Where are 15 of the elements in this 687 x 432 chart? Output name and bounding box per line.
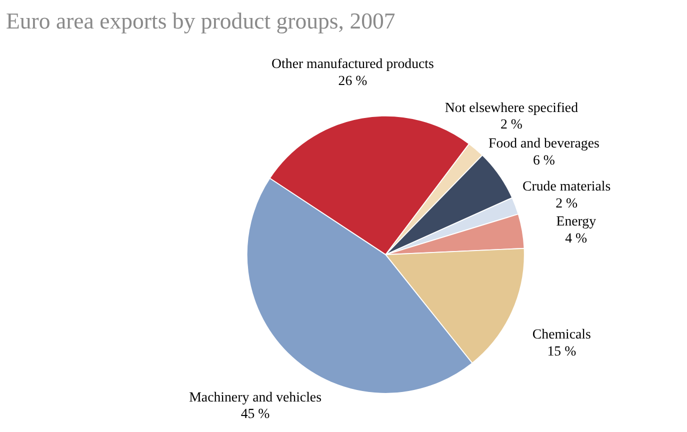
slice-label: Crude materials — [522, 180, 611, 195]
data-label: 2 % — [556, 196, 578, 212]
data-label: 6 % — [533, 154, 556, 169]
data-label: 15 % — [547, 344, 577, 360]
slice-label: Other manufactured products — [272, 57, 434, 72]
data-label: 26 % — [338, 74, 368, 89]
data-label: 45 % — [240, 407, 270, 422]
data-label: 4 % — [565, 232, 588, 247]
slice-label: Chemicals — [532, 327, 591, 342]
chart-title: Euro area exports by product groups, 2007 — [6, 8, 396, 34]
slice-label: Energy — [556, 214, 596, 230]
slice-label: Not elsewhere specified — [444, 100, 578, 116]
slice-label: Food and beverages — [488, 136, 600, 152]
slice-label: Machinery and vehicles — [189, 390, 322, 406]
data-label: 2 % — [500, 118, 523, 133]
